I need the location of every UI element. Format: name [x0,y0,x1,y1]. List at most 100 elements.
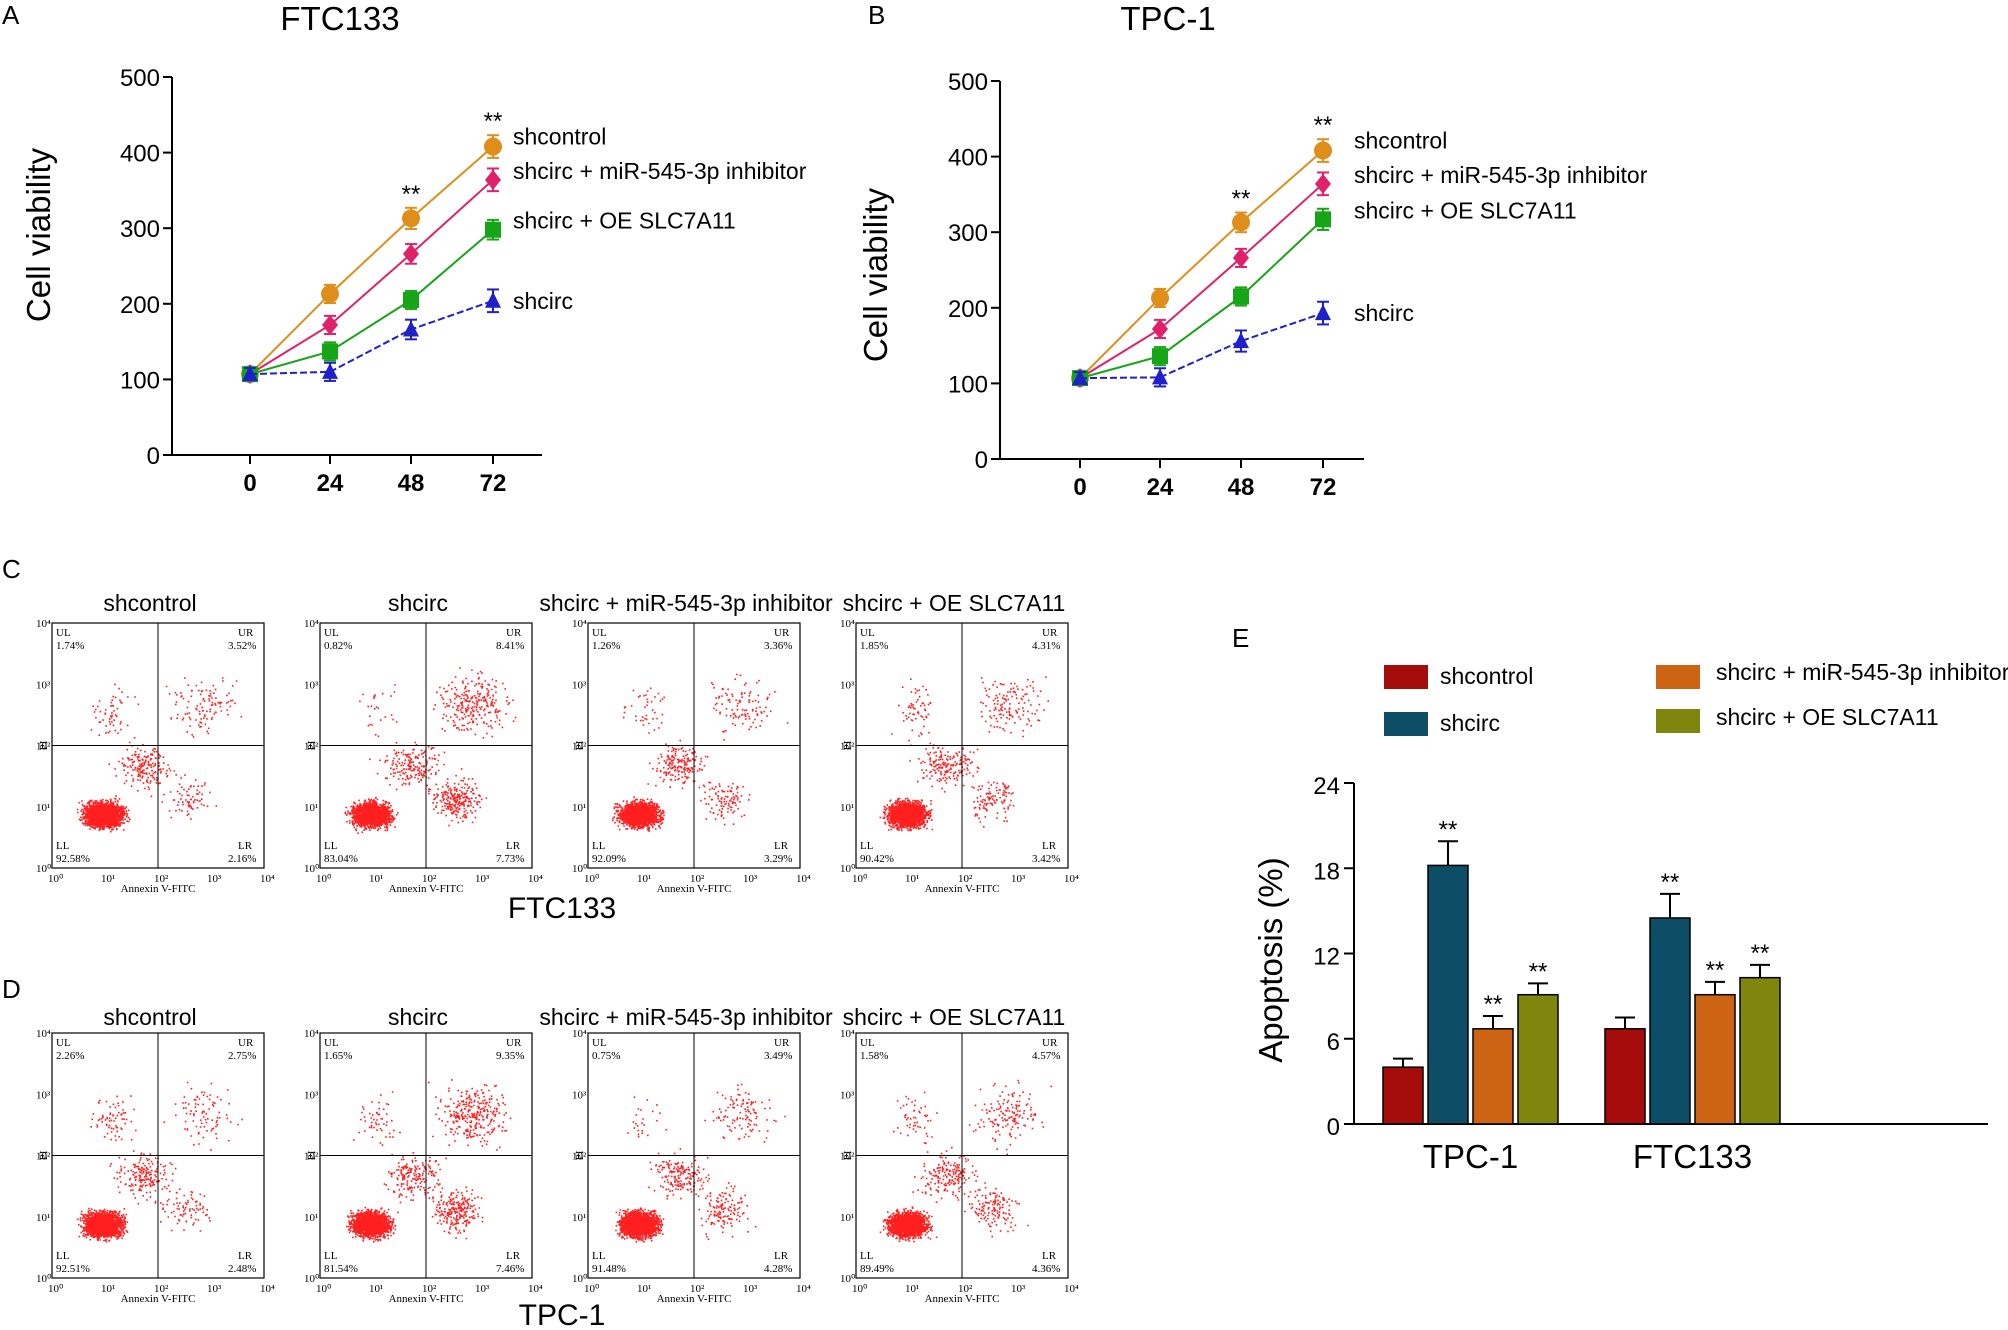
quadrant-lr-value: 7.73% [496,853,524,865]
viability-chart-ftc133: FTC133 0 100 200 300 400 500 0 24 48 72 Cell viabil… [20,0,807,497]
flow-x-tick: 10² [154,1283,169,1295]
quadrant-ul-value: 1.26% [592,640,620,652]
significance-marker: ** [1751,940,1770,967]
flow-cell-line-label: FTC133 [508,892,616,925]
quadrant-ur-value: 4.57% [1032,1050,1060,1062]
flow-y-tick: 10² [36,1151,51,1163]
quadrant-ll-value: 91.48% [592,1263,626,1275]
legend-label: shcirc [513,288,573,314]
point-triangle [1152,368,1168,385]
quadrant-ul-value: 2.26% [56,1050,84,1062]
flow-panel-tpc1: shcontrolUL2.26%UR2.75%LL92.51%LR2.48%10… [36,1004,1079,1330]
x-category-label: FTC133 [1633,1138,1752,1175]
flow-x-tick: 10² [690,1283,705,1295]
point-diamond [1152,318,1168,339]
flow-plot-3: shcirc + OE SLC7A11 UL1.58% UR4.57% LL89.49… [840,1004,1079,1305]
flow-x-tick: 10² [422,873,437,885]
bar [1739,976,1781,1125]
y-tick-label: 0 [975,447,988,474]
flow-x-title: Annexin V-FITC [657,883,732,895]
legend-label: shcontrol [1354,128,1447,154]
series-line-2 [249,228,494,376]
flow-x-tick: 10¹ [637,873,651,885]
flow-y-tick: 10⁴ [304,1028,319,1040]
flow-y-tick: 10² [304,1151,319,1163]
flow-plot-1: shcircUL1.65%UR9.35%LL81.54%LR7.46%10⁰10… [304,1004,543,1305]
flow-y-tick: 10¹ [572,1212,586,1224]
y-axis-title: Apoptosis (%) [1252,857,1289,1062]
flow-y-tick: 10⁴ [572,618,587,630]
flow-x-tick: 10¹ [905,1283,919,1295]
flow-x-tick: 10² [154,873,169,885]
chart-title: TPC-1 [1120,0,1215,37]
point-circle [1314,141,1332,160]
quadrant-ul-label: UL [56,627,71,639]
flow-y-title: PI [574,740,586,750]
y-tick-label: 400 [948,145,988,172]
point-square [1315,211,1331,228]
legend-label: shcirc + OE SLC7A11 [513,208,736,234]
panel-label-e: E [1232,623,1249,653]
quadrant-ll-label: LL [592,840,606,852]
viability-chart-tpc1: TPC-1 0 100 200 300 400 500 0 24 48 72 Cell viabili… [857,0,1648,501]
legend-label: shcirc + miR-545-3p inhibitor [1716,659,2008,685]
quadrant-lr-value: 2.16% [228,853,256,865]
flow-x-title: Annexin V-FITC [121,1293,196,1305]
flow-y-tick: 10³ [572,1089,587,1101]
flow-panel-ftc133: shcontrolUL1.74%UR3.52%LL92.58%LR2.16%10… [36,590,1079,925]
flow-y-title: PI [306,740,318,750]
quadrant-lr-value: 4.28% [764,1263,792,1275]
quadrant-lr-label: LR [506,1250,521,1262]
chart-title: FTC133 [280,0,399,37]
flow-dots [344,667,517,834]
flow-y-tick: 10³ [840,1089,855,1101]
point-triangle [322,362,338,379]
flow-dots [76,677,243,833]
legend-label: shcirc + miR-545-3p inhibitor [1354,162,1648,188]
quadrant-ur-value: 8.41% [496,640,524,652]
flow-y-tick: 10² [36,741,51,753]
x-tick-label: 24 [1147,474,1174,501]
point-triangle [242,365,258,382]
flow-x-tick: 10³ [743,873,758,885]
quadrant-lr-value: 3.29% [764,853,792,865]
quadrant-ur-label: UR [238,1037,254,1049]
significance-marker: ** [1706,957,1725,984]
flow-plot-title: shcirc [388,1004,448,1030]
flow-x-tick: 10⁴ [528,1283,543,1295]
y-tick-label: 400 [120,141,160,168]
flow-plot-title: shcontrol [103,590,196,616]
x-tick-label: 72 [1310,474,1337,501]
quadrant-ll-label: LL [860,840,874,852]
flow-x-title: Annexin V-FITC [925,883,1000,895]
flow-y-title: PI [842,1150,854,1160]
flow-y-title: PI [38,1150,50,1160]
flow-y-tick: 10⁴ [304,618,319,630]
y-tick-label: 0 [1327,1114,1340,1141]
quadrant-ur-label: UR [506,627,522,639]
flow-x-tick: 10³ [475,873,490,885]
flow-plot-2: shcirc + miR-545-3p inhibitor UL0.75% UR3.… [539,1004,833,1305]
flow-y-tick: 10³ [36,679,51,691]
flow-y-tick: 10³ [304,679,319,691]
x-tick-label: 0 [243,470,256,497]
point-triangle [1072,369,1088,386]
y-axis-title: Cell viability [20,147,57,322]
flow-x-tick: 10⁴ [1064,1283,1079,1295]
series-line-0 [249,145,494,375]
quadrant-ur-value: 9.35% [496,1050,524,1062]
flow-plot-title: shcirc + OE SLC7A11 [843,1004,1066,1030]
y-tick-label: 100 [948,371,988,398]
flow-x-tick: 10² [690,873,705,885]
y-tick-label: 200 [120,292,160,319]
point-circle [321,284,339,303]
flow-x-tick: 10¹ [101,1283,115,1295]
flow-x-tick: 10⁴ [796,1283,811,1295]
flow-y-title: PI [306,1150,318,1160]
quadrant-ll-label: LL [592,1250,606,1262]
series-line-1 [1079,183,1324,379]
flow-x-title: Annexin V-FITC [389,1293,464,1305]
flow-y-tick: 10⁴ [572,1028,587,1040]
